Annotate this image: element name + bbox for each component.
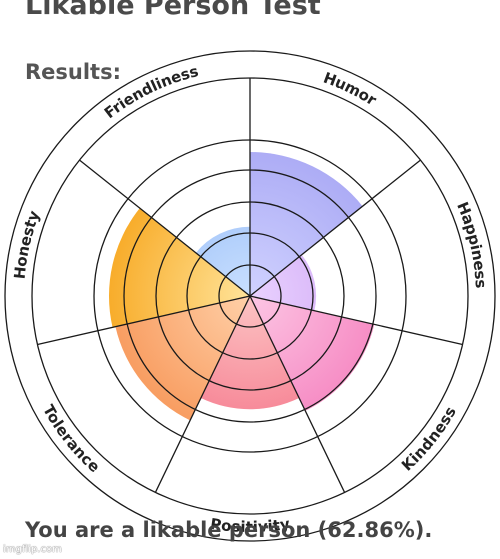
sector-divider — [249, 159, 421, 297]
sector-happiness — [250, 254, 317, 311]
sector-divider — [249, 295, 346, 493]
sector-friendliness — [195, 226, 250, 296]
category-label-positivity: Positivity — [209, 515, 291, 536]
category-label-humor: Humor — [321, 69, 380, 110]
sector-divider — [249, 295, 463, 346]
category-label-tolerance: Tolerance — [39, 402, 103, 476]
sector-tolerance — [115, 296, 251, 421]
imgflip-watermark: imgflip.com — [3, 544, 62, 555]
result-summary: You are a likable person (62.86%). — [25, 518, 433, 542]
sector-honesty — [109, 208, 250, 328]
sector-divider — [154, 295, 251, 493]
page-title: Likable Person Test — [25, 0, 321, 21]
category-label-friendliness: Friendliness — [101, 62, 200, 122]
sector-divider — [37, 295, 251, 346]
label-band-outer — [4, 50, 496, 542]
sector-kindness — [250, 296, 375, 411]
sector-humor — [250, 152, 363, 296]
category-label-happiness: Happiness — [453, 199, 490, 288]
sector-positivity — [200, 296, 300, 410]
results-heading: Results: — [25, 60, 121, 84]
sector-divider — [79, 159, 251, 297]
